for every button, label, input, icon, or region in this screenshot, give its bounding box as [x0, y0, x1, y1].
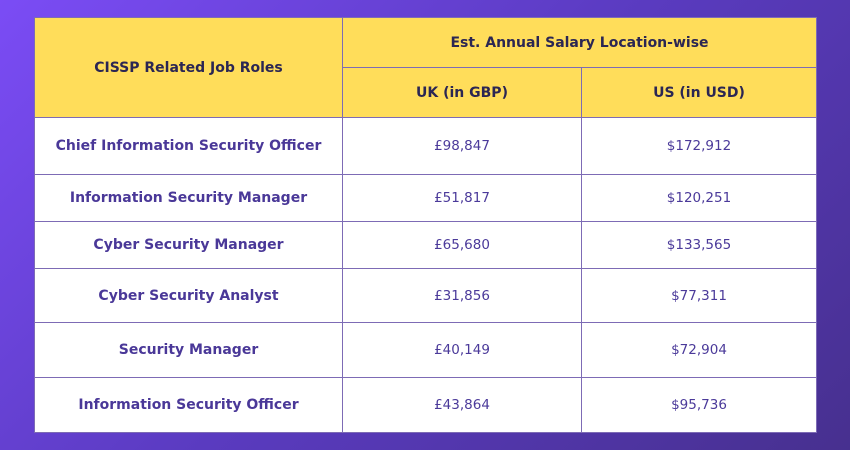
table-row: Security Manager £40,149 $72,904 [34, 322, 817, 378]
uk-salary-cell: £43,864 [342, 377, 582, 433]
salary-table: CISSP Related Job Roles Est. Annual Sala… [34, 17, 817, 433]
role-cell: Cyber Security Manager [34, 221, 343, 269]
table-row: Chief Information Security Officer £98,84… [34, 117, 817, 175]
role-cell: Cyber Security Analyst [34, 268, 343, 323]
us-salary-cell: $77,311 [581, 268, 817, 323]
role-cell: Information Security Officer [34, 377, 343, 433]
role-cell: Information Security Manager [34, 174, 343, 222]
us-salary-cell: $72,904 [581, 322, 817, 378]
table-row: Information Security Officer £43,864 $95,7… [34, 377, 817, 433]
role-cell: Security Manager [34, 322, 343, 378]
uk-salary-cell: £51,817 [342, 174, 582, 222]
table-row: Cyber Security Manager £65,680 $133,565 [34, 221, 817, 269]
uk-salary-cell: £40,149 [342, 322, 582, 378]
header-job-roles: CISSP Related Job Roles [34, 17, 343, 118]
us-salary-cell: $95,736 [581, 377, 817, 433]
role-cell: Chief Information Security Officer [34, 117, 343, 175]
header-salary-group: Est. Annual Salary Location-wise [342, 17, 817, 68]
header-us: US (in USD) [581, 67, 817, 118]
table-row: Cyber Security Analyst £31,856 $77,311 [34, 268, 817, 323]
us-salary-cell: $172,912 [581, 117, 817, 175]
header-uk: UK (in GBP) [342, 67, 582, 118]
uk-salary-cell: £98,847 [342, 117, 582, 175]
us-salary-cell: $133,565 [581, 221, 817, 269]
table-row: Information Security Manager £51,817 $120,… [34, 174, 817, 222]
us-salary-cell: $120,251 [581, 174, 817, 222]
uk-salary-cell: £65,680 [342, 221, 582, 269]
uk-salary-cell: £31,856 [342, 268, 582, 323]
